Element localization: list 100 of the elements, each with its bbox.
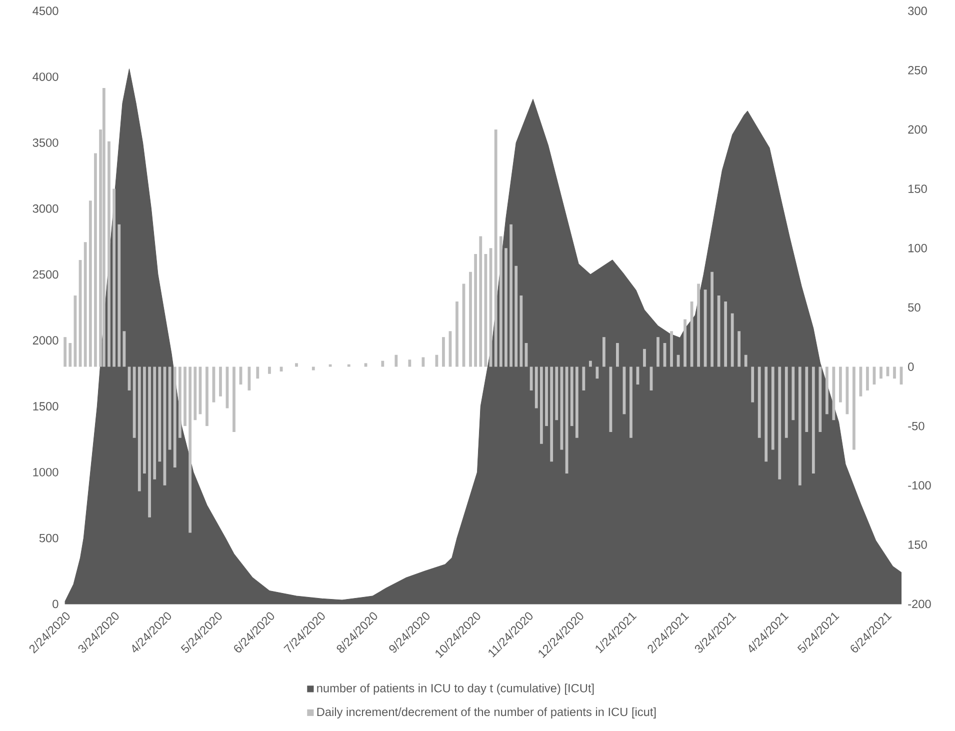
bar (68, 342, 72, 366)
bar (173, 366, 176, 468)
bar (520, 295, 523, 366)
legend-label: Daily increment/decrement of the number of patients in ICU [icut] (317, 707, 656, 718)
bar (143, 366, 146, 474)
bar (792, 366, 795, 420)
y2-tick-label: -100 (908, 480, 931, 490)
legend-label: number of patients in ICU to day t (cumulative) [ICUt] (317, 683, 594, 694)
y2-tick-label: -50 (908, 422, 924, 430)
bar (474, 254, 478, 366)
bar (812, 366, 815, 474)
bar (256, 366, 260, 378)
bar (112, 188, 116, 366)
bar (184, 366, 186, 426)
bar (838, 366, 842, 402)
bar (499, 236, 502, 366)
bar (751, 366, 754, 402)
y-tick-label: 3000 (32, 204, 58, 213)
bar (64, 336, 67, 366)
bar (758, 366, 761, 438)
bar (206, 366, 208, 426)
y2-tick-label: 150 (908, 184, 927, 193)
bar (684, 319, 686, 366)
bar (469, 272, 472, 366)
bar (138, 366, 141, 492)
bar (148, 366, 151, 518)
y-tick-label: 4000 (32, 72, 58, 81)
bar (494, 129, 498, 366)
bar (818, 366, 822, 432)
bar (670, 330, 673, 366)
y-tick-label: 2500 (32, 270, 58, 278)
bar (295, 362, 298, 366)
bar (408, 359, 412, 366)
bar (893, 366, 896, 378)
bar (514, 266, 518, 366)
bar (778, 366, 782, 480)
bar (510, 224, 512, 366)
y2-tick-label: 200 (908, 125, 927, 134)
bar (456, 301, 458, 366)
y-tick-label: 4500 (32, 6, 58, 15)
bar (118, 224, 121, 366)
bar (582, 366, 586, 390)
bar (555, 366, 558, 420)
bar (643, 348, 646, 366)
bar (94, 152, 97, 366)
bar (219, 366, 222, 396)
bar (764, 366, 768, 462)
bar (530, 366, 533, 390)
bar (484, 254, 488, 366)
bar (188, 366, 192, 533)
bar (880, 366, 882, 378)
y-tick-label: 3500 (32, 138, 58, 147)
bar (570, 366, 574, 426)
bar (312, 366, 315, 370)
bar (540, 366, 543, 444)
y2-tick-label: 300 (908, 6, 927, 15)
bar (158, 366, 162, 462)
y-tick-label: 500 (39, 534, 58, 542)
bar (852, 366, 856, 450)
bar (153, 366, 156, 480)
bar (194, 366, 197, 420)
y2-tick-label: 50 (908, 302, 920, 312)
bar (602, 336, 606, 366)
bar (724, 301, 728, 366)
bar (738, 330, 741, 366)
y2-tick-label: 0 (908, 362, 914, 371)
bar (108, 141, 110, 366)
bar (178, 366, 182, 438)
bar (616, 342, 619, 366)
bar (534, 366, 538, 408)
bar (825, 366, 828, 414)
bar (656, 336, 660, 366)
bar (697, 283, 700, 366)
bar (88, 200, 92, 366)
bar (248, 366, 251, 390)
bar (545, 366, 548, 426)
bar (744, 354, 748, 366)
bar (422, 357, 425, 366)
bar (630, 366, 632, 438)
bar (832, 366, 836, 420)
bar (84, 242, 87, 366)
bar (575, 366, 578, 438)
bar (232, 366, 236, 432)
y2-tick-label: -200 (908, 600, 931, 608)
bar (771, 366, 774, 450)
y-tick-label: 1000 (33, 468, 58, 476)
bar (381, 360, 384, 366)
bar (280, 366, 283, 372)
y2-tick-label: 100 (908, 244, 927, 252)
bar (784, 366, 788, 438)
y-tick-label: 1500 (33, 402, 58, 410)
bar (730, 313, 734, 366)
bar (122, 330, 126, 366)
bar (132, 366, 136, 438)
bar (102, 88, 106, 366)
bar (588, 360, 592, 366)
bar (704, 289, 707, 366)
bar (168, 366, 172, 450)
bar (805, 366, 808, 432)
bar (798, 366, 802, 486)
